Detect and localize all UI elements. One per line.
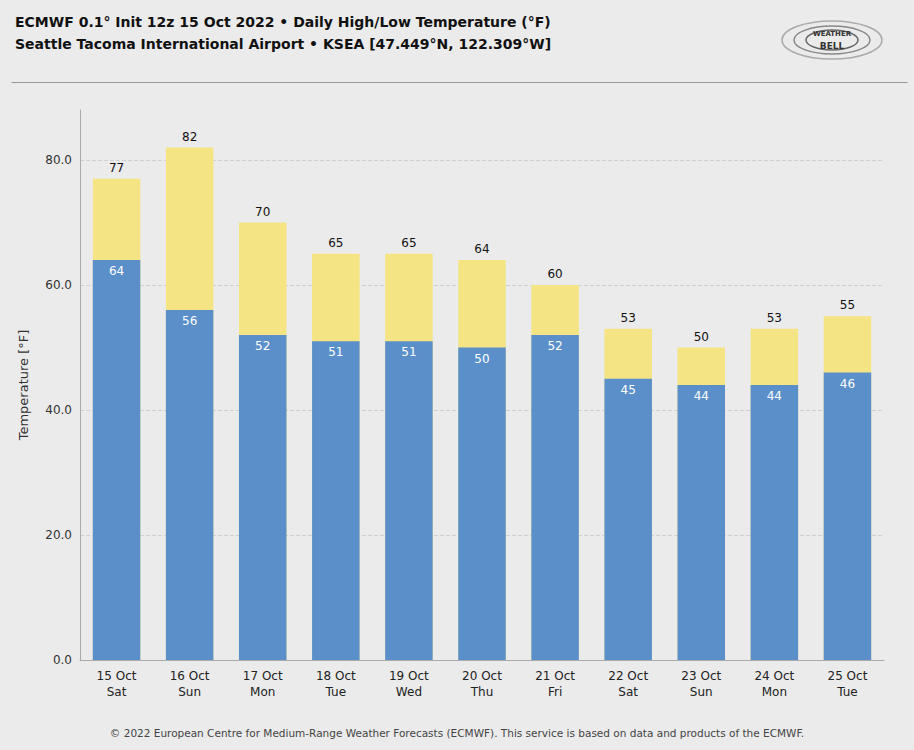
svg-text:82: 82 (182, 130, 197, 144)
svg-text:Tue: Tue (325, 685, 347, 699)
svg-text:18 Oct: 18 Oct (316, 669, 356, 683)
svg-text:Thu: Thu (470, 685, 494, 699)
svg-text:25 Oct: 25 Oct (828, 669, 868, 683)
svg-text:55: 55 (840, 298, 855, 312)
svg-text:WEATHER: WEATHER (813, 30, 852, 38)
svg-text:53: 53 (767, 311, 782, 325)
svg-text:60: 60 (547, 267, 562, 281)
svg-text:Seattle Tacoma International A: Seattle Tacoma International Airport • K… (15, 36, 551, 52)
svg-text:17 Oct: 17 Oct (243, 669, 283, 683)
svg-text:65: 65 (401, 236, 416, 250)
svg-text:50: 50 (474, 352, 489, 366)
svg-text:ECMWF 0.1° Init 12z 15 Oct 202: ECMWF 0.1° Init 12z 15 Oct 2022 • Daily … (15, 14, 551, 30)
svg-text:56: 56 (182, 314, 197, 328)
svg-text:64: 64 (474, 242, 489, 256)
svg-text:© 2022 European Centre for Med: © 2022 European Centre for Medium-Range … (110, 727, 804, 739)
svg-text:20.0: 20.0 (45, 528, 72, 542)
svg-text:44: 44 (694, 389, 709, 403)
svg-text:16 Oct: 16 Oct (170, 669, 210, 683)
svg-text:0.0: 0.0 (53, 653, 72, 667)
svg-text:50: 50 (694, 330, 709, 344)
svg-text:22 Oct: 22 Oct (608, 669, 648, 683)
svg-text:15 Oct: 15 Oct (97, 669, 137, 683)
svg-text:51: 51 (328, 345, 343, 359)
svg-text:23 Oct: 23 Oct (681, 669, 721, 683)
svg-text:51: 51 (401, 345, 416, 359)
svg-text:Wed: Wed (396, 685, 422, 699)
svg-text:Mon: Mon (250, 685, 275, 699)
svg-text:20 Oct: 20 Oct (462, 669, 502, 683)
svg-text:40.0: 40.0 (45, 403, 72, 417)
svg-text:19 Oct: 19 Oct (389, 669, 429, 683)
svg-text:65: 65 (328, 236, 343, 250)
svg-text:52: 52 (547, 339, 562, 353)
svg-text:77: 77 (109, 161, 124, 175)
svg-text:Temperature [°F]: Temperature [°F] (16, 330, 31, 442)
svg-text:53: 53 (621, 311, 636, 325)
svg-text:Sat: Sat (618, 685, 638, 699)
svg-text:21 Oct: 21 Oct (535, 669, 575, 683)
svg-text:60.0: 60.0 (45, 278, 72, 292)
svg-text:Sat: Sat (107, 685, 127, 699)
svg-text:Sun: Sun (178, 685, 201, 699)
svg-text:Fri: Fri (548, 685, 562, 699)
svg-text:44: 44 (767, 389, 782, 403)
svg-text:52: 52 (255, 339, 270, 353)
svg-text:24 Oct: 24 Oct (754, 669, 794, 683)
svg-text:Tue: Tue (836, 685, 858, 699)
svg-text:Sun: Sun (690, 685, 713, 699)
svg-text:Mon: Mon (762, 685, 787, 699)
svg-text:64: 64 (109, 264, 124, 278)
svg-text:45: 45 (621, 383, 636, 397)
svg-text:BELL: BELL (820, 41, 845, 51)
svg-text:80.0: 80.0 (45, 153, 72, 167)
svg-text:46: 46 (840, 377, 855, 391)
svg-text:70: 70 (255, 205, 270, 219)
